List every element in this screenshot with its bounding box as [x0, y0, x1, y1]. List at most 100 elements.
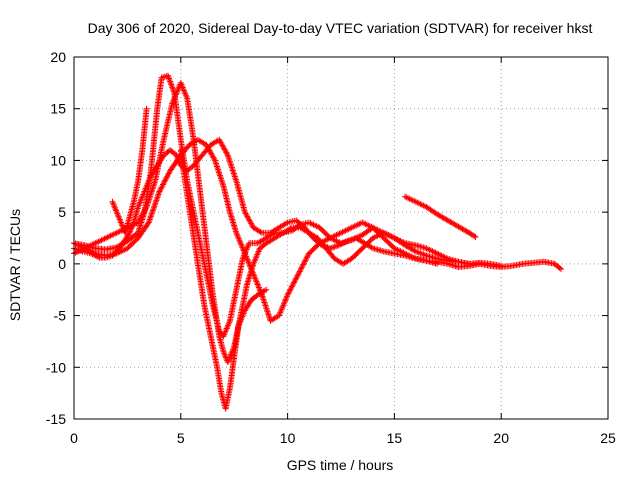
- data-point: [228, 164, 235, 171]
- data-point: [151, 179, 158, 186]
- data-point: [233, 231, 240, 238]
- data-point: [296, 268, 303, 275]
- data-point: [125, 231, 132, 238]
- data-point: [229, 165, 236, 172]
- data-point: [169, 100, 176, 107]
- data-point: [368, 244, 375, 251]
- data-point: [294, 272, 301, 279]
- data-point: [174, 88, 181, 95]
- data-point: [333, 243, 340, 250]
- data-point: [231, 172, 238, 179]
- data-point: [236, 238, 243, 245]
- data-point: [165, 74, 172, 81]
- data-point: [163, 174, 170, 181]
- data-point: [219, 178, 226, 185]
- data-point: [299, 262, 306, 269]
- data-point: [146, 216, 153, 223]
- data-point: [284, 291, 291, 298]
- data-point: [286, 289, 293, 296]
- plot-frame: [73, 56, 609, 420]
- data-point: [278, 306, 285, 313]
- data-point: [221, 351, 228, 358]
- data-point: [262, 304, 269, 311]
- data-point: [244, 256, 251, 263]
- data-point: [255, 283, 262, 290]
- data-point: [266, 313, 273, 320]
- y-tick-label: 20: [50, 49, 66, 65]
- data-point: [232, 176, 239, 183]
- data-point: [174, 87, 181, 94]
- data-point: [154, 192, 161, 199]
- data-point: [240, 247, 247, 254]
- data-point: [241, 249, 248, 256]
- series-track-f: [402, 193, 479, 240]
- data-point: [151, 203, 158, 210]
- data-point: [281, 299, 288, 306]
- x-axis-label: GPS time / hours: [287, 457, 394, 473]
- data-point: [220, 348, 227, 355]
- data-point: [293, 275, 300, 282]
- data-point: [280, 302, 287, 309]
- data-point: [276, 311, 283, 318]
- data-point: [249, 269, 256, 276]
- data-point: [143, 105, 150, 112]
- data-point: [231, 173, 238, 180]
- data-point: [303, 254, 310, 261]
- y-tick-label: -5: [54, 308, 67, 324]
- data-point: [260, 296, 267, 303]
- data-point: [156, 188, 163, 195]
- data-point: [283, 220, 290, 227]
- data-point: [556, 264, 563, 271]
- data-point: [248, 266, 255, 273]
- data-point: [168, 81, 175, 88]
- data-point: [295, 271, 302, 278]
- data-point: [237, 240, 244, 247]
- data-point: [289, 282, 296, 289]
- data-point: [164, 171, 171, 178]
- data-point: [169, 84, 176, 91]
- data-point: [263, 307, 270, 314]
- x-tick-label: 5: [177, 430, 185, 446]
- data-point: [110, 200, 117, 207]
- data-point: [169, 99, 176, 106]
- data-point: [220, 181, 227, 188]
- data-point: [213, 161, 220, 168]
- data-point: [238, 241, 245, 248]
- data-point: [285, 290, 292, 297]
- data-point: [247, 263, 254, 270]
- data-point: [276, 312, 283, 319]
- data-point: [288, 283, 295, 290]
- data-layer: [71, 72, 565, 412]
- data-point: [283, 293, 290, 300]
- data-point: [301, 258, 308, 265]
- data-point: [166, 77, 173, 84]
- data-point: [249, 268, 256, 275]
- data-point: [148, 210, 155, 217]
- data-point: [114, 210, 121, 217]
- series-track-e: [177, 147, 270, 412]
- data-point: [218, 177, 225, 184]
- data-point: [235, 235, 242, 242]
- data-point: [471, 233, 478, 240]
- data-point: [254, 280, 261, 287]
- data-point: [169, 85, 176, 92]
- data-point: [146, 218, 153, 225]
- data-point: [157, 187, 164, 194]
- data-point: [300, 261, 307, 268]
- data-point: [277, 308, 284, 315]
- data-point: [280, 300, 287, 307]
- data-point: [117, 218, 124, 225]
- grid: [74, 57, 608, 419]
- data-point: [244, 257, 251, 264]
- data-point: [162, 177, 169, 184]
- data-point: [472, 233, 479, 240]
- data-point: [227, 161, 234, 168]
- data-point: [286, 287, 293, 294]
- data-point: [238, 243, 245, 250]
- data-point: [147, 213, 154, 220]
- data-point: [257, 228, 264, 235]
- data-point: [152, 198, 159, 205]
- data-point: [221, 350, 228, 357]
- x-tick-label: 20: [493, 430, 509, 446]
